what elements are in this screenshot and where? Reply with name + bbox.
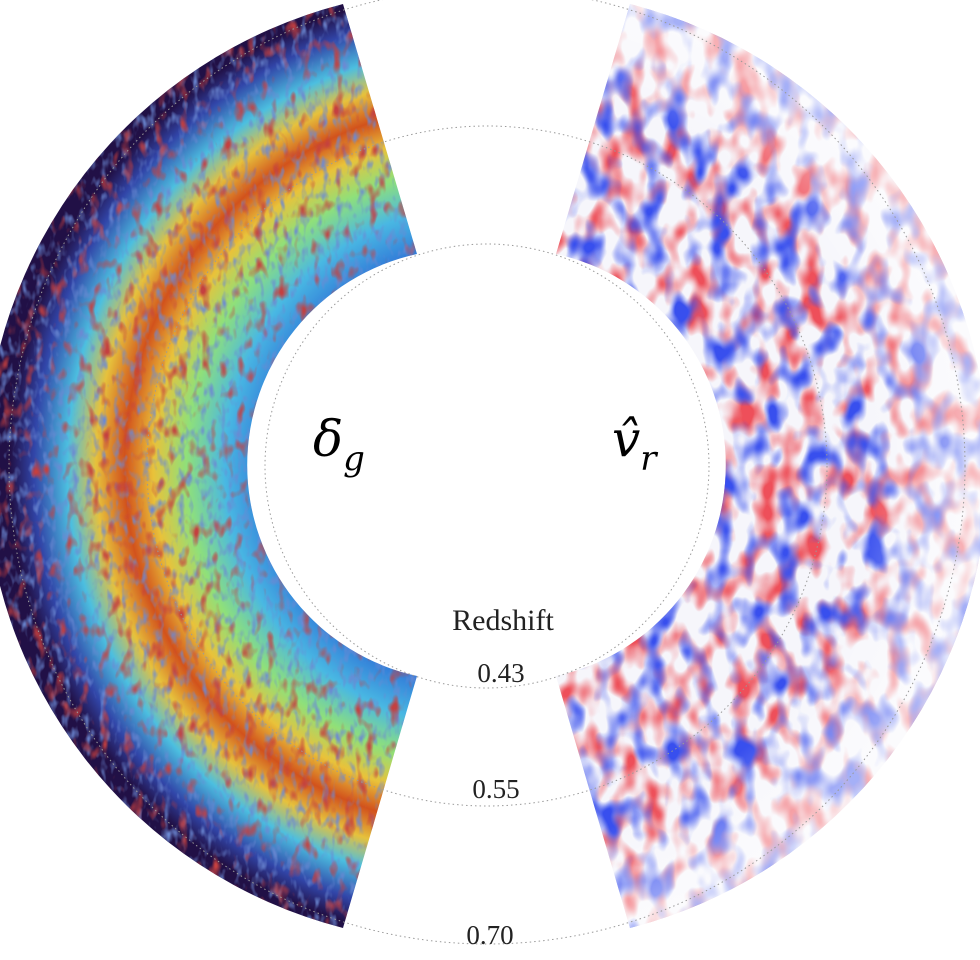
density-wedge bbox=[0, 4, 418, 928]
density-label: δg bbox=[313, 410, 365, 479]
redshift-tick-0-70: 0.70 bbox=[466, 920, 513, 950]
velocity-label: v̂r bbox=[612, 410, 658, 479]
redshift-circle-0-70 bbox=[8, 0, 966, 945]
redshift-circle-0-55 bbox=[146, 125, 828, 807]
redshift-tick-0-55: 0.55 bbox=[472, 774, 519, 804]
redshift-circle-0-43 bbox=[264, 243, 710, 689]
redshift-title: Redshift bbox=[452, 604, 554, 637]
velocity-wedge bbox=[556, 4, 980, 928]
redshift-tick-0-43: 0.43 bbox=[477, 658, 524, 688]
